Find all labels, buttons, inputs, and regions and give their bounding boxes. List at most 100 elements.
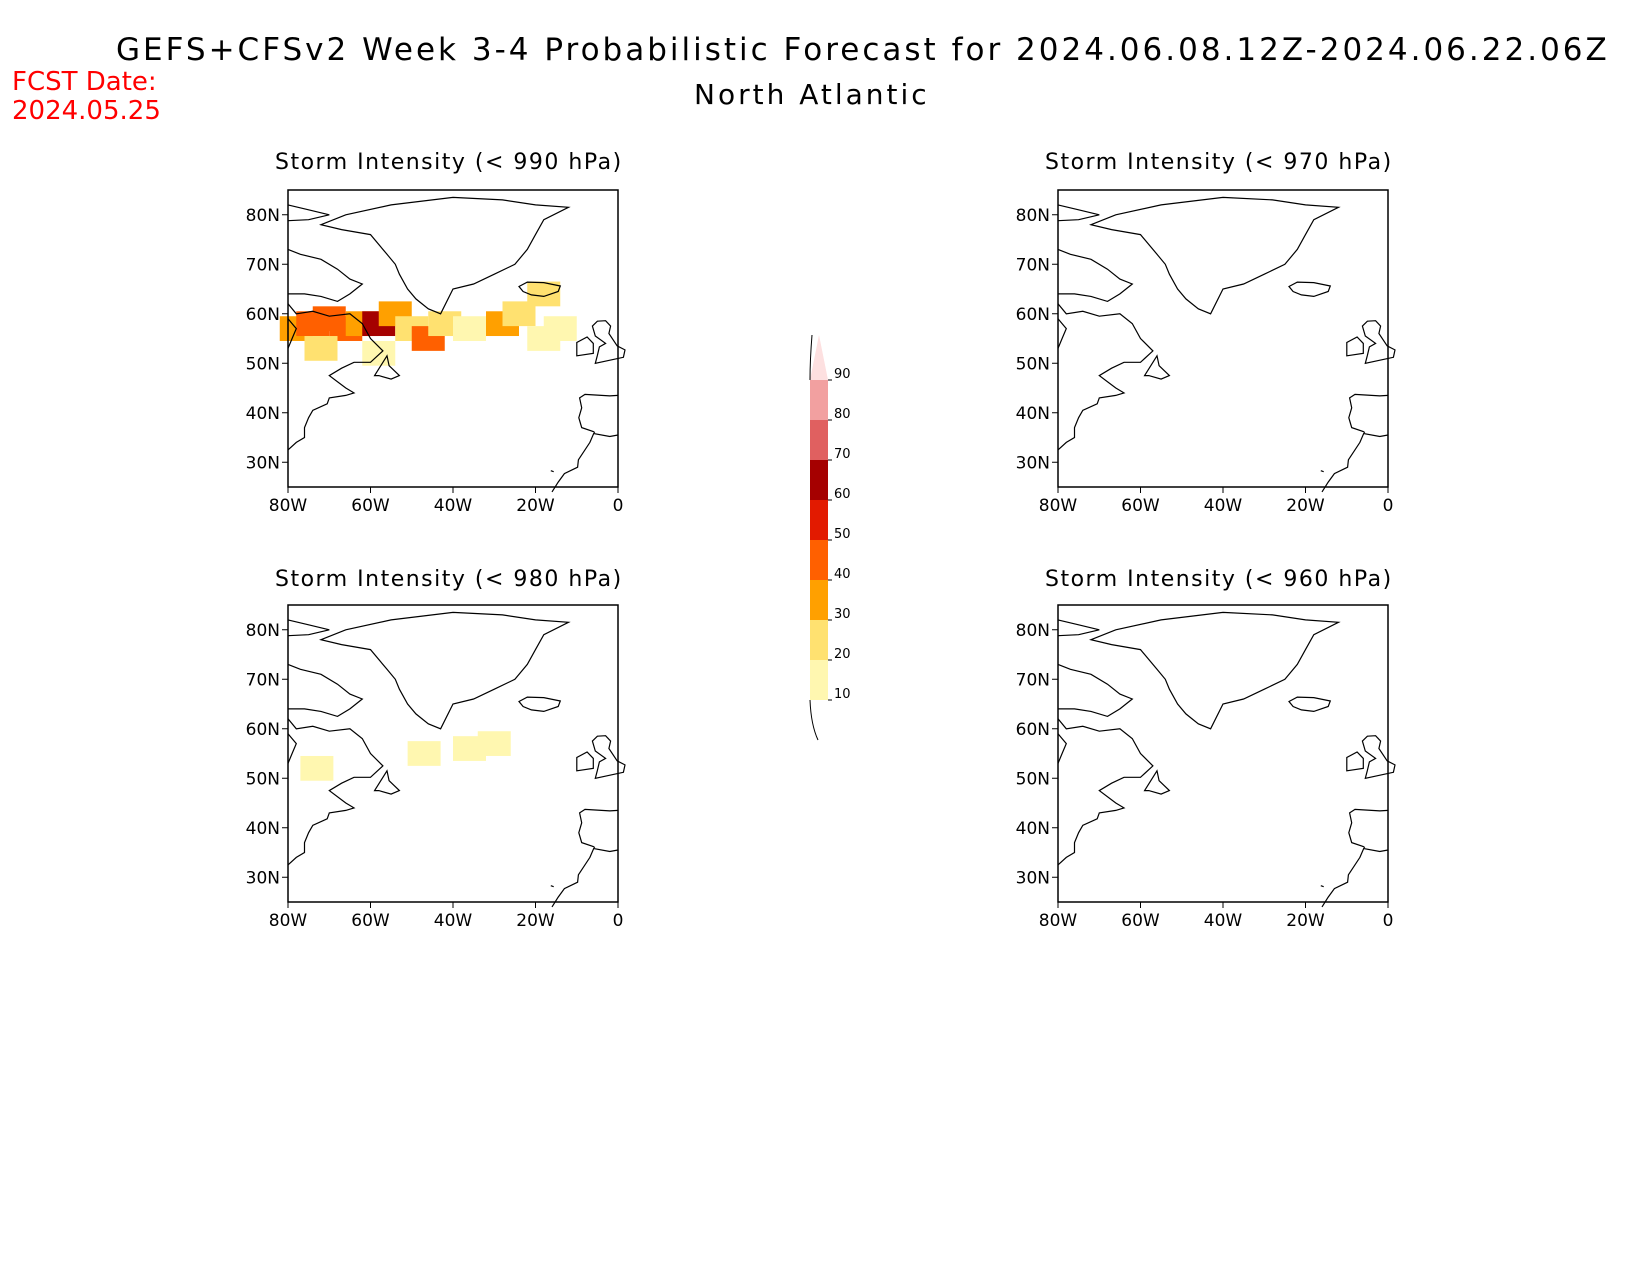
coastlines	[1057, 611, 1396, 908]
iberia-coastline	[1348, 393, 1389, 434]
coastlines	[1057, 196, 1396, 493]
lon-tick-label: 80W	[269, 496, 308, 516]
ellesmere-coastline	[1057, 619, 1100, 637]
labrador-coastline	[1057, 718, 1154, 866]
panel-title-990: Storm Intensity (< 990 hPa)	[275, 150, 623, 175]
baffin-coastline	[287, 248, 364, 303]
map-panel-960: 80N 70N 60N 50N 40N 30N 80W 60W 40W 20W 0	[1016, 604, 1396, 931]
baffin-coastline	[287, 663, 364, 718]
lat-tick-label: 40N	[1016, 404, 1050, 424]
africa-coastline	[551, 432, 619, 493]
lat-tick-label: 30N	[246, 868, 280, 888]
iberia-coastline	[578, 393, 619, 434]
lat-tick-label: 40N	[1016, 819, 1050, 839]
hudson-bay-coastline	[1057, 733, 1067, 764]
lon-tick-label: 40W	[434, 911, 473, 931]
lon-tick-label: 40W	[1204, 496, 1243, 516]
ireland-coastline	[576, 336, 594, 357]
map-panel-980: 80N 70N 60N 50N 40N 30N 80W 60W 40W 20W 0	[246, 604, 626, 931]
probability-cell	[300, 755, 334, 781]
lat-tick-label: 70N	[246, 255, 280, 275]
plot-frame	[1057, 189, 1389, 488]
colorbar-swatch	[810, 380, 828, 420]
panel-title-970: Storm Intensity (< 970 hPa)	[1045, 150, 1393, 175]
newfoundland-coastline	[373, 354, 401, 380]
iceland-coastline	[518, 281, 562, 298]
lon-tick-label: 20W	[1286, 911, 1325, 931]
canary-islands	[1320, 885, 1324, 888]
lat-tick-label: 30N	[1016, 868, 1050, 888]
newfoundland-coastline	[1143, 769, 1171, 795]
colorbar-label: 90	[834, 367, 851, 382]
africa-coastline	[551, 847, 619, 908]
colorbar-swatch	[810, 500, 828, 540]
labrador-coastline	[287, 718, 384, 866]
lon-tick-label: 0	[1383, 496, 1394, 516]
figure-subtitle: North Atlantic	[694, 78, 930, 111]
uk-coastline	[1361, 320, 1396, 365]
lat-tick-label: 60N	[1016, 305, 1050, 325]
colorbar-label: 70	[834, 447, 851, 462]
hudson-bay-coastline	[1057, 318, 1067, 349]
hudson-bay-coastline	[287, 318, 297, 349]
colorbar-swatch	[810, 620, 828, 660]
ireland-coastline	[576, 751, 594, 772]
plot-frame	[1057, 604, 1389, 903]
lon-tick-label: 20W	[516, 496, 555, 516]
uk-coastline	[1361, 735, 1396, 780]
colorbar-label: 60	[834, 487, 851, 502]
probability-cells	[300, 731, 511, 781]
uk-coastline	[591, 320, 626, 365]
ireland-coastline	[1346, 336, 1364, 357]
lat-tick-label: 80N	[1016, 206, 1050, 226]
probability-cell	[477, 731, 511, 756]
colorbar-min-tail	[809, 699, 819, 741]
lat-tick-label: 50N	[1016, 769, 1050, 789]
labrador-coastline	[287, 303, 384, 451]
probability-cell	[407, 741, 441, 766]
lon-tick-label: 60W	[1121, 911, 1160, 931]
lat-tick-label: 60N	[246, 720, 280, 740]
uk-coastline	[591, 735, 626, 780]
greenland-coastline	[1089, 196, 1341, 315]
iberia-coastline	[1348, 808, 1389, 849]
colorbar-label: 30	[834, 607, 851, 622]
coastlines	[287, 196, 626, 493]
lat-tick-label: 70N	[246, 670, 280, 690]
lat-tick-label: 50N	[246, 354, 280, 374]
lat-tick-label: 70N	[1016, 670, 1050, 690]
probability-cell	[453, 316, 486, 341]
baffin-coastline	[1057, 663, 1134, 718]
colorbar-swatch	[810, 460, 828, 500]
hudson-bay-coastline	[287, 733, 297, 764]
greenland-coastline	[319, 611, 571, 730]
lat-tick-label: 50N	[1016, 354, 1050, 374]
ellesmere-coastline	[1057, 204, 1100, 222]
iceland-coastline	[1288, 696, 1332, 713]
lat-tick-label: 30N	[246, 453, 280, 473]
newfoundland-coastline	[373, 769, 401, 795]
colorbar-max-arrow	[810, 335, 828, 380]
colorbar-label: 80	[834, 407, 851, 422]
probability-cell	[304, 336, 338, 361]
figure-title: GEFS+CFSv2 Week 3-4 Probabilistic Foreca…	[116, 32, 1610, 68]
colorbar-label: 20	[834, 647, 851, 662]
ireland-coastline	[1346, 751, 1364, 772]
lon-tick-label: 80W	[1039, 911, 1078, 931]
lon-tick-label: 0	[613, 911, 624, 931]
lon-tick-label: 40W	[1204, 911, 1243, 931]
ellesmere-coastline	[287, 619, 330, 637]
lon-tick-label: 80W	[1039, 496, 1078, 516]
lon-tick-label: 60W	[1121, 496, 1160, 516]
lon-tick-label: 0	[1383, 911, 1394, 931]
lon-tick-label: 40W	[434, 496, 473, 516]
canary-islands	[550, 885, 554, 888]
colorbar-label: 40	[834, 567, 851, 582]
colorbar: 10 20 30 40 50 60 70 80 90	[809, 334, 851, 741]
colorbar-label: 50	[834, 527, 851, 542]
lon-tick-label: 0	[613, 496, 624, 516]
lat-tick-label: 60N	[246, 305, 280, 325]
lon-tick-label: 20W	[1286, 496, 1325, 516]
africa-coastline	[1321, 847, 1389, 908]
colorbar-swatch	[810, 420, 828, 460]
